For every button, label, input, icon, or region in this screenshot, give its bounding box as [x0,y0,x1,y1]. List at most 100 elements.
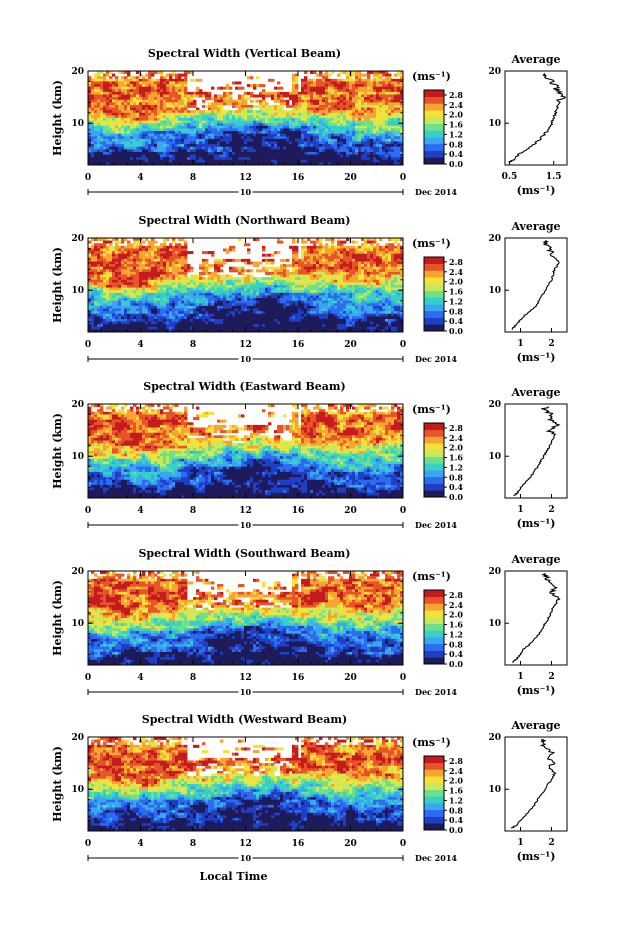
heatmap-cell [139,97,142,100]
heatmap-cell [136,89,139,92]
heatmap-cell [205,314,208,317]
heatmap-cell [145,87,148,90]
heatmap-cell [94,89,97,92]
heatmap-cell [385,136,388,139]
heatmap-cell [382,110,385,113]
heatmap-cell [292,105,295,108]
heatmap-cell [316,113,319,116]
heatmap-cell [94,314,97,317]
heatmap-cell [361,123,364,126]
heatmap-cell [364,157,367,160]
heatmap-cell [220,102,223,105]
heatmap-cell [202,251,205,254]
heatmap-cell [391,144,394,147]
heatmap-cell [151,157,154,160]
heatmap-cell [94,155,97,158]
heatmap-cell [238,108,241,111]
heatmap-cell [94,295,97,298]
heatmap-cell [193,79,196,82]
heatmap-cell [94,256,97,259]
panel-title: Spectral Width (Northward Beam) [139,214,351,227]
heatmap-cell [127,115,130,118]
heatmap-cell [352,84,355,87]
heatmap-cell [376,89,379,92]
heatmap-cell [91,251,94,254]
heatmap-cell [223,306,226,309]
heatmap-cell [316,149,319,152]
heatmap-cell [292,126,295,129]
heatmap-cell [358,123,361,126]
heatmap-cell [280,87,283,90]
heatmap-cell [184,259,187,262]
heatmap-cell [115,144,118,147]
heatmap-cell [256,128,259,131]
heatmap-cell [124,126,127,129]
heatmap-cell [394,81,397,84]
heatmap-cell [292,155,295,158]
heatmap-cell [145,295,148,298]
heatmap-cell [367,152,370,155]
heatmap-cell [130,251,133,254]
heatmap-cell [364,121,367,124]
heatmap-cell [157,139,160,142]
heatmap-cell [130,123,133,126]
heatmap-cell [307,95,310,98]
heatmap-cell [163,309,166,312]
heatmap-cell [298,134,301,137]
heatmap-cell [187,327,190,330]
heatmap-cell [139,269,142,272]
heatmap-cell [220,327,223,330]
heatmap-cell [166,95,169,98]
heatmap-cell [370,142,373,145]
heatmap-cell [280,110,283,113]
heatmap-cell [307,131,310,134]
heatmap-cell [124,155,127,158]
heatmap-cell [349,139,352,142]
heatmap-cell [115,275,118,278]
heatmap-cell [184,243,187,246]
heatmap-cell [151,309,154,312]
heatmap-cell [142,290,145,293]
heatmap-cell [352,131,355,134]
heatmap-cell [235,123,238,126]
heatmap-cell [106,277,109,280]
heatmap-cell [313,84,316,87]
heatmap-cell [193,142,196,145]
heatmap-cell [223,102,226,105]
heatmap-cell [187,149,190,152]
heatmap-cell [223,144,226,147]
heatmap-cell [190,126,193,129]
heatmap-cell [292,97,295,100]
heatmap-cell [157,324,160,327]
heatmap-cell [169,126,172,129]
heatmap-cell [214,123,217,126]
heatmap-cell [106,118,109,121]
heatmap-cell [319,102,322,105]
heatmap-cell [238,123,241,126]
heatmap-cell [319,144,322,147]
heatmap-cell [211,316,214,319]
heatmap-cell [118,293,121,296]
heatmap-cell [133,285,136,288]
heatmap-cell [127,79,130,82]
heatmap-cell [199,115,202,118]
heatmap-cell [385,76,388,79]
heatmap-cell [346,97,349,100]
heatmap-cell [139,149,142,152]
heatmap-cell [373,108,376,111]
heatmap-cell [136,314,139,317]
heatmap-cell [238,100,241,103]
heatmap-cell [112,262,115,265]
heatmap-cell [244,131,247,134]
heatmap-cell [367,89,370,92]
heatmap-cell [355,102,358,105]
heatmap-cell [343,118,346,121]
heatmap-cell [373,144,376,147]
heatmap-cell [250,142,253,145]
heatmap-cell [193,139,196,142]
heatmap-cell [325,89,328,92]
heatmap-cell [280,160,283,163]
heatmap-cell [91,327,94,330]
heatmap-cell [364,149,367,152]
